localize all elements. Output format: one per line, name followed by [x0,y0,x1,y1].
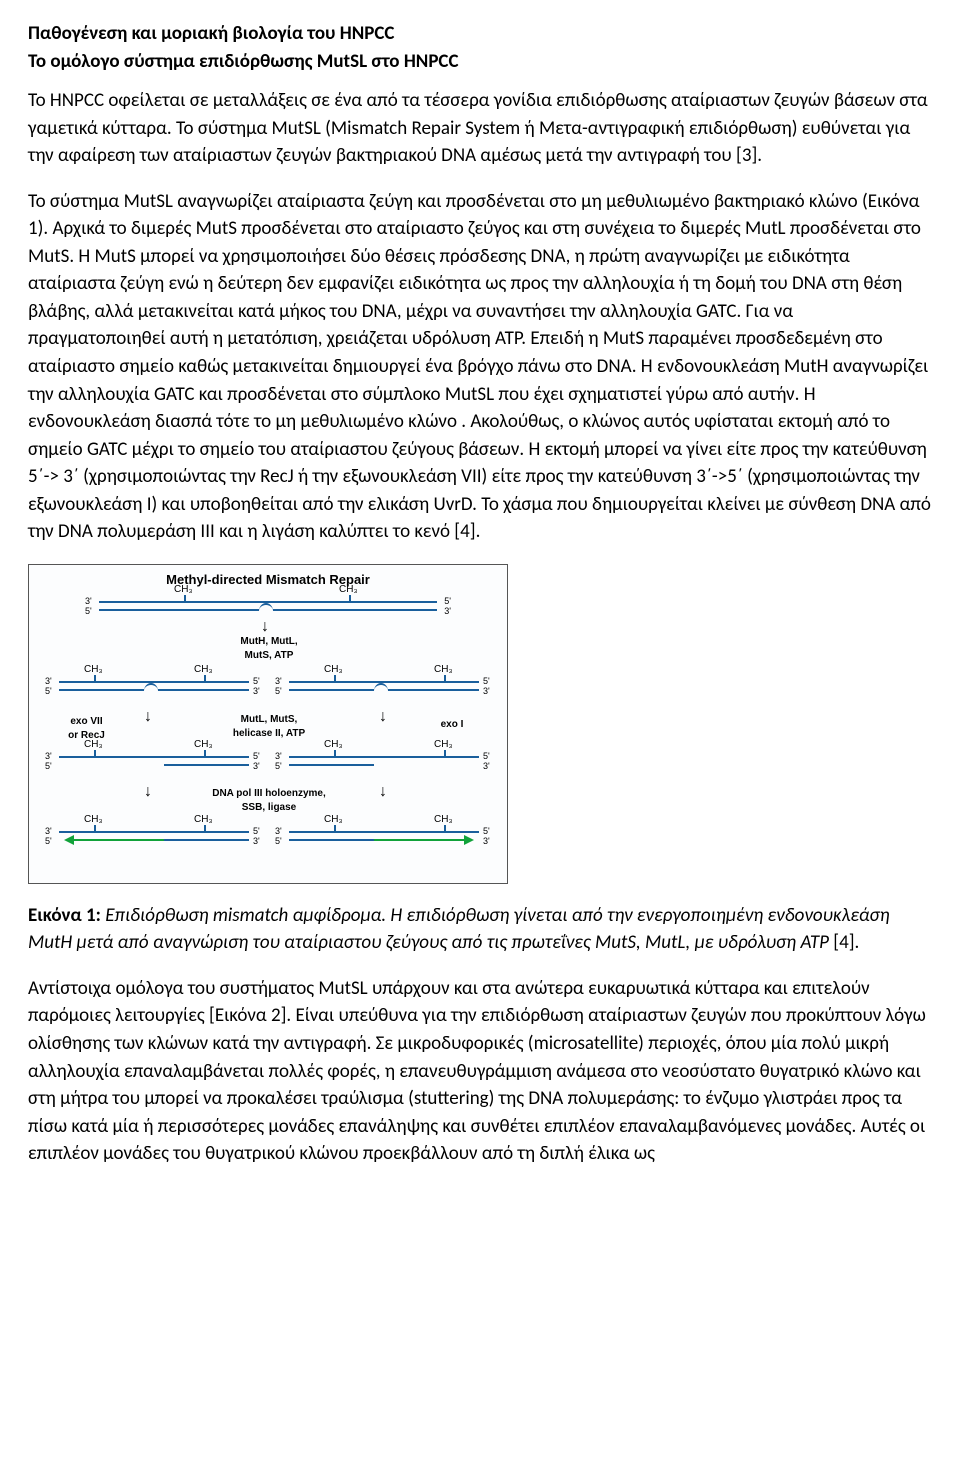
bottom-strand-short [164,764,249,766]
end3-label: 3' [444,605,451,618]
mismatch-bump [144,683,158,691]
bottom-strand [388,689,479,691]
title-block: Παθογένεση και μοριακή βιολογία του HNPC… [28,20,932,75]
down-arrow-icon: ↓ [144,705,152,728]
top-strand [289,831,479,833]
figure-frame: Methyl-directed Mismatch Repair CH₃ CH₃ … [28,564,508,884]
end5-label: 5' [45,685,52,698]
caption-body: Επιδιόρθωση mismatch αμφίδρομα. Η επιδιό… [28,904,890,955]
end3-label: 3' [483,760,490,773]
down-arrow-icon: ↓ [379,780,387,803]
paragraph-3: Αντίστοιχα ομόλογα του συστήματος MutSL … [28,975,932,1168]
end5-label: 5' [275,835,282,848]
figure-caption: Εικόνα 1: Επιδιόρθωση mismatch αμφίδρομα… [28,902,932,957]
bottom-strand-short [289,764,374,766]
bottom-strand [59,689,144,691]
paragraph-1: Το HNPCC οφείλεται σε μεταλλάξεις σε ένα… [28,87,932,170]
caption-tail: [4]. [829,931,859,954]
end3-label: 3' [253,835,260,848]
figure-title: Methyl-directed Mismatch Repair [29,571,507,590]
bottom-strand [99,609,259,611]
end3-label: 3' [253,685,260,698]
step2-center: MutL, MutS, helicase II, ATP [209,713,329,742]
green-arrow [374,839,464,841]
step3-center: DNA pol III holoenzyme, SSB, ligase [184,787,354,816]
top-strand [289,756,479,758]
end3-label: 3' [483,685,490,698]
end3-label: 3' [483,835,490,848]
down-arrow-icon: ↓ [379,705,387,728]
green-arrow-head [64,835,74,845]
green-arrow [74,839,164,841]
bottom-strand [273,609,437,611]
bottom-strand [158,689,249,691]
green-arrow-head [464,835,474,845]
heading-1: Παθογένεση και μοριακή βιολογία του HNPC… [28,20,932,48]
mismatch-bump [374,683,388,691]
mismatch-bump [259,603,273,611]
end5-label: 5' [45,835,52,848]
step-2-row: CH₃ CH₃ 3' 5' 5' 3' CH₃ CH₃ [29,675,507,715]
top-strand [289,681,479,683]
end3-label: 3' [253,760,260,773]
bottom-strand [289,689,374,691]
top-strand [59,756,249,758]
step1-proteins: MutH, MutL, MutS, ATP [219,635,319,664]
heading-2: Το ομόλογο σύστημα επιδιόρθωσης MutSL στ… [28,48,932,76]
paragraph-2: Το σύστημα MutSL αναγνωρίζει αταίριαστα … [28,188,932,546]
end5-label: 5' [275,760,282,773]
down-arrow-icon: ↓ [144,780,152,803]
figure-1: Methyl-directed Mismatch Repair CH₃ CH₃ … [28,564,932,884]
right-enzyme: exo I [427,718,477,733]
end5-label: 5' [45,760,52,773]
top-strand [59,681,249,683]
step-4-row: CH₃ CH₃ 3' 5' 5' 3' CH₃ CH₃ [29,825,507,865]
bottom-strand-short [289,839,374,841]
end5-label: 5' [85,605,92,618]
bottom-strand-short [164,839,249,841]
top-strand [59,831,249,833]
caption-lead: Εικόνα 1: [28,904,101,927]
end5-label: 5' [275,685,282,698]
step-3-row: CH₃ CH₃ 3' 5' 5' 3' CH₃ CH₃ 3' 5' 5' [29,750,507,790]
